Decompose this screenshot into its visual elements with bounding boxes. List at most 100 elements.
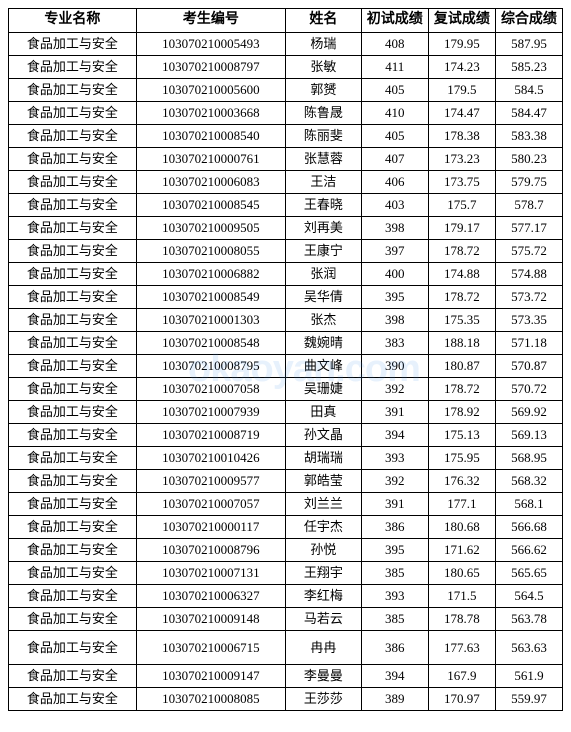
table-cell: 103070210008548	[136, 331, 285, 354]
table-row: 食品加工与安全103070210008549吴华倩395178.72573.72	[9, 285, 563, 308]
table-cell: 孙文晶	[285, 423, 361, 446]
table-cell: 103070210008795	[136, 354, 285, 377]
table-cell: 食品加工与安全	[9, 400, 137, 423]
table-cell: 584.47	[495, 101, 562, 124]
table-cell: 568.95	[495, 446, 562, 469]
table-cell: 食品加工与安全	[9, 285, 137, 308]
table-cell: 173.23	[428, 147, 495, 170]
header-cell-5: 综合成绩	[495, 9, 562, 33]
table-cell: 103070210008055	[136, 239, 285, 262]
table-cell: 574.88	[495, 262, 562, 285]
header-row: 专业名称考生编号姓名初试成绩复试成绩综合成绩	[9, 9, 563, 33]
table-cell: 587.95	[495, 32, 562, 55]
table-cell: 389	[361, 687, 428, 710]
table-cell: 食品加工与安全	[9, 55, 137, 78]
table-cell: 陈鲁晟	[285, 101, 361, 124]
table-cell: 杨瑞	[285, 32, 361, 55]
table-cell: 张润	[285, 262, 361, 285]
table-cell: 食品加工与安全	[9, 687, 137, 710]
table-cell: 394	[361, 423, 428, 446]
table-cell: 曲文峰	[285, 354, 361, 377]
table-cell: 103070210005600	[136, 78, 285, 101]
table-row: 食品加工与安全103070210006882张润400174.88574.88	[9, 262, 563, 285]
table-cell: 张敏	[285, 55, 361, 78]
table-cell: 568.1	[495, 492, 562, 515]
table-cell: 578.7	[495, 193, 562, 216]
table-row: 食品加工与安全103070210009577郭皓莹392176.32568.32	[9, 469, 563, 492]
table-row: 食品加工与安全103070210003668陈鲁晟410174.47584.47	[9, 101, 563, 124]
table-cell: 食品加工与安全	[9, 630, 137, 664]
table-cell: 王康宁	[285, 239, 361, 262]
table-cell: 179.17	[428, 216, 495, 239]
table-cell: 103070210007939	[136, 400, 285, 423]
table-row: 食品加工与安全103070210008797张敏411174.23585.23	[9, 55, 563, 78]
table-cell: 178.38	[428, 124, 495, 147]
table-cell: 405	[361, 78, 428, 101]
table-cell: 563.78	[495, 607, 562, 630]
table-cell: 王莎莎	[285, 687, 361, 710]
table-cell: 孙悦	[285, 538, 361, 561]
table-cell: 390	[361, 354, 428, 377]
table-cell: 103070210007131	[136, 561, 285, 584]
table-cell: 180.65	[428, 561, 495, 584]
table-cell: 食品加工与安全	[9, 561, 137, 584]
table-cell: 571.18	[495, 331, 562, 354]
admission-table: 专业名称考生编号姓名初试成绩复试成绩综合成绩 食品加工与安全1030702100…	[8, 8, 563, 711]
table-cell: 103070210008085	[136, 687, 285, 710]
table-cell: 食品加工与安全	[9, 78, 137, 101]
table-cell: 393	[361, 584, 428, 607]
table-cell: 403	[361, 193, 428, 216]
table-cell: 103070210008796	[136, 538, 285, 561]
table-cell: 食品加工与安全	[9, 262, 137, 285]
table-cell: 食品加工与安全	[9, 664, 137, 687]
table-row: 食品加工与安全103070210008055王康宁397178.72575.72	[9, 239, 563, 262]
table-cell: 103070210005493	[136, 32, 285, 55]
table-cell: 食品加工与安全	[9, 216, 137, 239]
table-cell: 569.13	[495, 423, 562, 446]
table-cell: 食品加工与安全	[9, 32, 137, 55]
table-cell: 568.32	[495, 469, 562, 492]
table-cell: 食品加工与安全	[9, 193, 137, 216]
table-cell: 食品加工与安全	[9, 423, 137, 446]
table-cell: 570.72	[495, 377, 562, 400]
table-cell: 刘再美	[285, 216, 361, 239]
table-cell: 564.5	[495, 584, 562, 607]
table-cell: 575.72	[495, 239, 562, 262]
table-row: 食品加工与安全103070210006083王洁406173.75579.75	[9, 170, 563, 193]
table-cell: 565.65	[495, 561, 562, 584]
table-cell: 579.75	[495, 170, 562, 193]
table-cell: 178.72	[428, 285, 495, 308]
table-cell: 食品加工与安全	[9, 170, 137, 193]
table-row: 食品加工与安全103070210009147李曼曼394167.9561.9	[9, 664, 563, 687]
table-row: 食品加工与安全103070210005493杨瑞408179.95587.95	[9, 32, 563, 55]
table-row: 食品加工与安全103070210006715冉冉386177.63563.63	[9, 630, 563, 664]
table-cell: 食品加工与安全	[9, 538, 137, 561]
table-row: 食品加工与安全103070210000761张慧蓉407173.23580.23	[9, 147, 563, 170]
table-cell: 103070210000117	[136, 515, 285, 538]
table-cell: 103070210006882	[136, 262, 285, 285]
table-cell: 176.32	[428, 469, 495, 492]
table-cell: 食品加工与安全	[9, 101, 137, 124]
table-cell: 391	[361, 492, 428, 515]
header-cell-4: 复试成绩	[428, 9, 495, 33]
table-cell: 174.88	[428, 262, 495, 285]
table-cell: 103070210010426	[136, 446, 285, 469]
table-cell: 王洁	[285, 170, 361, 193]
table-cell: 179.95	[428, 32, 495, 55]
table-cell: 411	[361, 55, 428, 78]
table-row: 食品加工与安全103070210000117任宇杰386180.68566.68	[9, 515, 563, 538]
table-cell: 577.17	[495, 216, 562, 239]
table-cell: 385	[361, 561, 428, 584]
table-cell: 103070210006083	[136, 170, 285, 193]
table-cell: 394	[361, 664, 428, 687]
table-cell: 103070210009577	[136, 469, 285, 492]
header-cell-0: 专业名称	[9, 9, 137, 33]
table-cell: 103070210006327	[136, 584, 285, 607]
table-cell: 385	[361, 607, 428, 630]
table-cell: 任宇杰	[285, 515, 361, 538]
table-cell: 583.38	[495, 124, 562, 147]
table-cell: 食品加工与安全	[9, 515, 137, 538]
table-row: 食品加工与安全103070210008540陈丽斐405178.38583.38	[9, 124, 563, 147]
table-row: 食品加工与安全103070210006327李红梅393171.5564.5	[9, 584, 563, 607]
table-cell: 178.72	[428, 377, 495, 400]
